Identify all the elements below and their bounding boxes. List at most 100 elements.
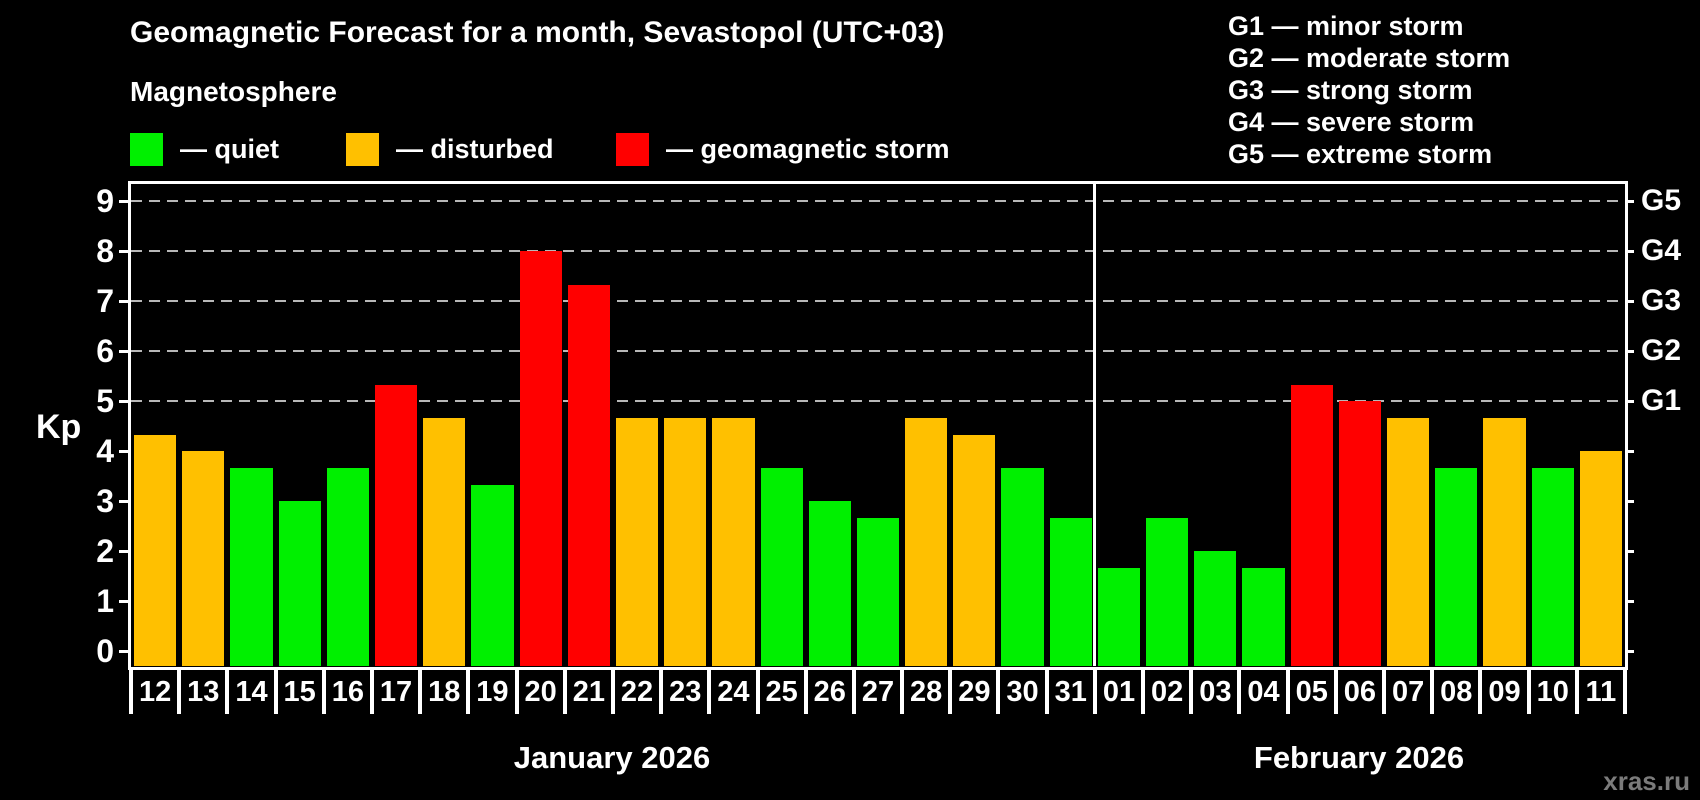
date-separator: [659, 668, 664, 714]
kp-bar: [1097, 567, 1141, 666]
kp-bar: [953, 434, 996, 666]
date-cell: 13: [187, 676, 220, 708]
kp-bar: [1194, 551, 1237, 666]
gridline-kp5: [131, 400, 1625, 402]
date-cell: 02: [1151, 676, 1184, 708]
legend-swatch-storm: [616, 133, 649, 166]
y-tick-label-7: 7: [96, 283, 114, 319]
date-separator: [948, 668, 953, 714]
date-cell: 15: [283, 676, 316, 708]
right-axis-label-G2: G2: [1641, 334, 1682, 367]
gridline-kp9: [131, 200, 1625, 202]
kp-bar: [1146, 517, 1189, 666]
date-cell: 11: [1585, 676, 1617, 708]
kp-bar: [664, 417, 707, 666]
date-separator: [1623, 668, 1627, 714]
date-cell: 06: [1343, 676, 1377, 708]
date-cell: 05: [1295, 676, 1328, 708]
y-tick-label-3: 3: [96, 483, 114, 519]
date-cell: 09: [1488, 676, 1521, 708]
legend-item-storm: — geomagnetic storm: [616, 133, 950, 166]
kp-bar: [1579, 451, 1622, 666]
y-tick-left-3: [119, 499, 128, 503]
date-cell: 08: [1440, 676, 1473, 708]
date-separator: [996, 668, 1001, 714]
date-separator: [225, 668, 230, 714]
kp-bar: [519, 251, 562, 666]
y-tick-left-1: [119, 599, 128, 603]
date-separator: [369, 668, 374, 714]
y-tick-right-3: [1625, 499, 1634, 503]
date-separator: [755, 668, 760, 714]
y-tick-right-7: [1625, 299, 1634, 303]
date-separator: [177, 668, 182, 714]
y-tick-label-4: 4: [96, 433, 114, 469]
kp-bar: [1049, 517, 1092, 666]
right-axis-label-G5: G5: [1641, 184, 1682, 217]
legend-item-disturbed: — disturbed: [346, 133, 554, 166]
kp-bar: [808, 501, 851, 666]
y-tick-right-9: [1625, 199, 1634, 203]
date-separator: [1141, 668, 1146, 714]
chart-subtitle: Magnetosphere: [130, 76, 337, 107]
kp-bar: [1387, 417, 1430, 666]
date-cell: 19: [476, 676, 509, 708]
month-label-february: February 2026: [1253, 740, 1465, 775]
kp-bar: [134, 434, 177, 666]
y-tick-label-0: 0: [96, 633, 114, 669]
month-divider: [1093, 184, 1097, 666]
kp-bar: [1001, 467, 1044, 666]
date-separator: [1189, 668, 1194, 714]
month-label-january: January 2026: [513, 740, 711, 775]
date-cell: 30: [1006, 676, 1039, 708]
kp-bar: [230, 467, 273, 666]
date-separator: [900, 668, 905, 714]
storm-scale-item-g1: G1 — minor storm: [1228, 11, 1464, 41]
y-tick-right-4: [1625, 449, 1634, 453]
date-separator: [129, 668, 133, 714]
y-tick-label-2: 2: [96, 533, 114, 569]
date-cell: 23: [669, 676, 702, 708]
legend-label-storm: — geomagnetic storm: [666, 134, 950, 164]
date-cell: 16: [331, 676, 364, 708]
date-separator: [466, 668, 471, 714]
storm-scale-item-g2: G2 — moderate storm: [1228, 43, 1511, 73]
date-cell: 17: [379, 676, 413, 708]
kp-bar: [856, 517, 900, 666]
date-separator: [1382, 668, 1387, 714]
kp-bar: [712, 417, 755, 666]
y-tick-right-2: [1625, 549, 1634, 553]
date-cell: 18: [428, 676, 461, 708]
date-separator: [1333, 668, 1338, 714]
right-axis-label-G3: G3: [1641, 284, 1682, 317]
kp-bar: [1483, 417, 1526, 666]
date-cell: 14: [235, 676, 268, 708]
date-cell: 10: [1536, 676, 1569, 708]
date-separator: [1430, 668, 1435, 714]
date-cell: 27: [861, 676, 895, 708]
right-axis-label-G1: G1: [1641, 384, 1682, 417]
legend-label-disturbed: — disturbed: [396, 134, 554, 164]
y-tick-right-5: [1625, 399, 1634, 403]
y-tick-label-8: 8: [96, 233, 114, 269]
date-separator: [1285, 668, 1290, 714]
kp-bar: [760, 467, 803, 666]
plot-frame: [128, 181, 1628, 670]
date-separator: [562, 668, 567, 714]
date-separator: [707, 668, 712, 714]
date-separator: [273, 668, 278, 714]
date-cell: 20: [524, 676, 557, 708]
date-separator: [514, 668, 519, 714]
y-tick-label-9: 9: [96, 183, 114, 219]
date-cell: 28: [910, 676, 943, 708]
kp-bar: [471, 484, 514, 666]
legend-label-quiet: — quiet: [180, 134, 279, 164]
right-axis-label-G4: G4: [1641, 234, 1682, 267]
date-separator: [321, 668, 326, 714]
date-separator: [851, 668, 856, 714]
chart-title: Geomagnetic Forecast for a month, Sevast…: [130, 16, 945, 49]
storm-scale-item-g3: G3 — strong storm: [1228, 75, 1473, 105]
gridline-kp7: [131, 300, 1625, 302]
gridline-kp6: [131, 350, 1625, 352]
kp-bar: [615, 417, 659, 666]
